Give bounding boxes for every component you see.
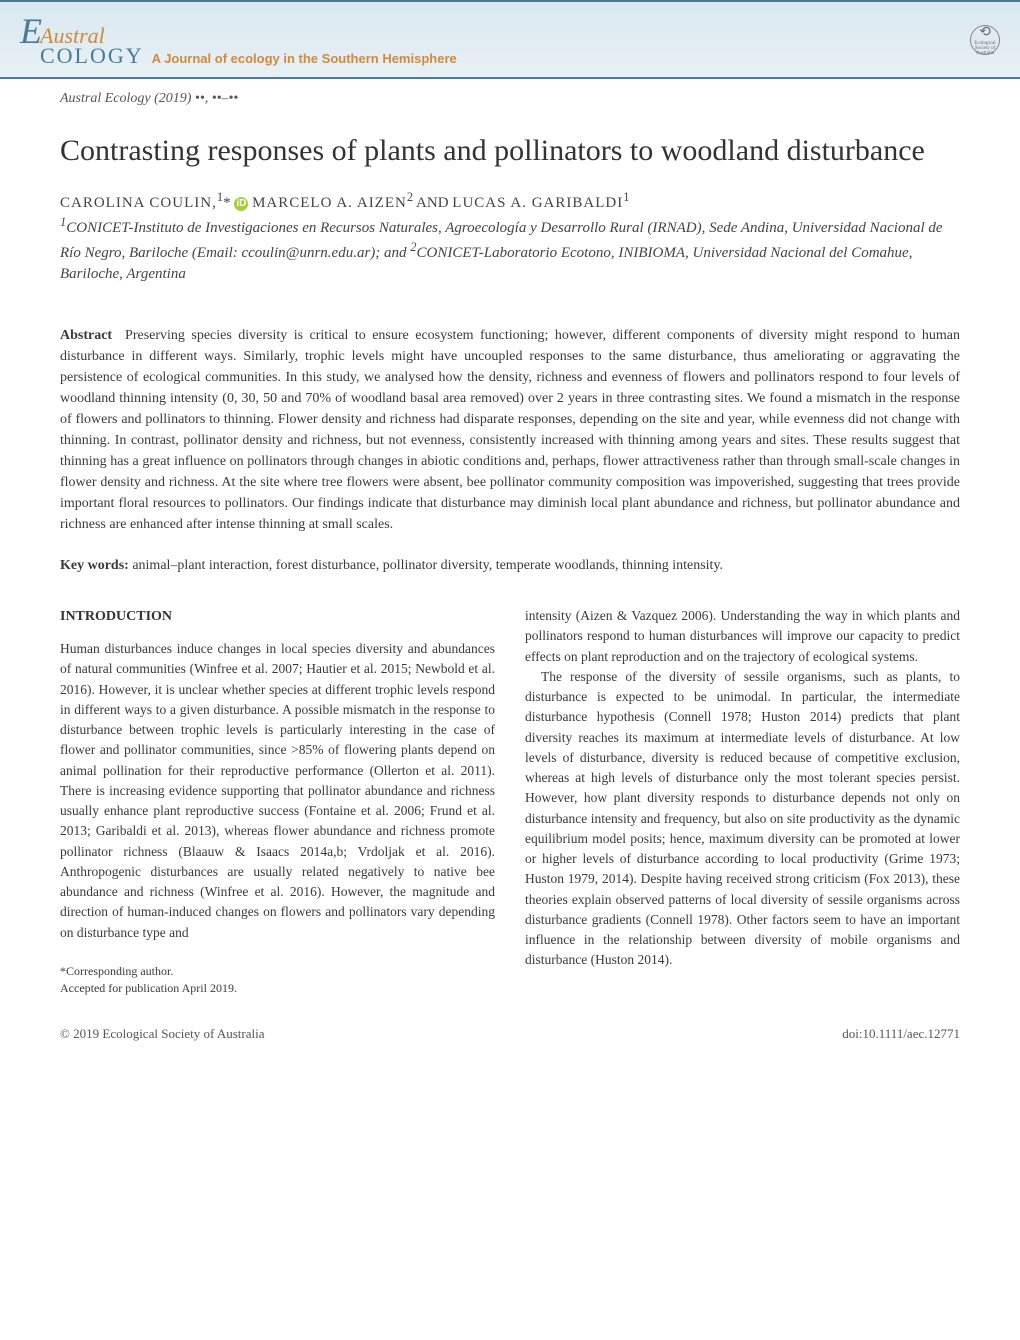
intro-right-p2: The response of the diversity of sessile… [525,667,960,971]
keywords-section: Key words: animal–plant interaction, for… [0,545,1020,596]
journal-logo-e: E [20,10,42,52]
corresponding-author-note: *Corresponding author. [60,963,495,980]
corresponding-star: * [223,195,231,211]
footnote-block: *Corresponding author. Accepted for publ… [60,963,495,997]
body-columns: INTRODUCTION Human disturbances induce c… [0,596,1020,1006]
page-footer: © 2019 Ecological Society of Australia d… [0,1006,1020,1052]
journal-logo: E Austral COLOGY A Journal of ecology in… [20,10,457,69]
journal-header: E Austral COLOGY A Journal of ecology in… [0,0,1020,79]
abstract-text: Preserving species diversity is critical… [60,328,960,532]
right-column: intensity (Aizen & Vazquez 2006). Unders… [525,606,960,996]
journal-logo-ecology: COLOGY [40,43,144,69]
intro-right-p1: intensity (Aizen & Vazquez 2006). Unders… [525,606,960,667]
accepted-date-note: Accepted for publication April 2019. [60,980,495,997]
abstract-label: Abstract [60,328,112,343]
orcid-icon[interactable]: iD [234,197,248,211]
abstract-section: Abstract Preserving species diversity is… [0,305,1020,545]
author-2-affiliation: 2 [407,190,413,204]
author-3-affiliation: 1 [623,190,629,204]
author-1: CAROLINA COULIN, [60,195,217,211]
article-title: Contrasting responses of plants and poll… [0,111,1020,180]
keywords-label: Key words: [60,558,129,573]
authors-and: AND [416,195,449,211]
introduction-heading: INTRODUCTION [60,606,495,627]
author-2: MARCELO A. AIZEN [252,195,407,211]
doi-text: doi:10.1111/aec.12771 [842,1026,960,1042]
citation-line: Austral Ecology (2019) ••, ••–•• [0,79,1020,111]
copyright-text: © 2019 Ecological Society of Australia [60,1026,264,1042]
affiliations-block: 1CONICET-Instituto de Investigaciones en… [0,214,1020,305]
left-column: INTRODUCTION Human disturbances induce c… [60,606,495,996]
authors-block: CAROLINA COULIN,1* iD MARCELO A. AIZEN2 … [0,180,1020,214]
society-logo-icon: ⟲ Ecological Society of Australia [970,25,1000,55]
keywords-text: animal–plant interaction, forest disturb… [132,558,723,573]
author-3: LUCAS A. GARIBALDI [452,195,623,211]
intro-left-p1: Human disturbances induce changes in loc… [60,639,495,943]
society-name: Ecological Society of Australia [971,41,999,56]
journal-subtitle: A Journal of ecology in the Southern Hem… [152,51,457,66]
